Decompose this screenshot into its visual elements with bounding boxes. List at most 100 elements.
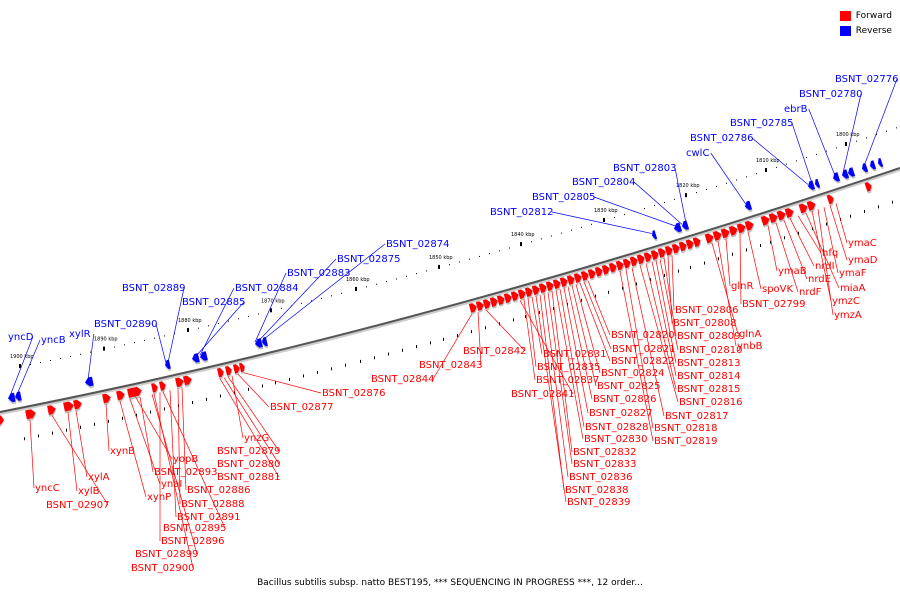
gene-body: [864, 182, 872, 192]
gene-label-ebrb: ebrB: [784, 104, 808, 115]
gene-body: [102, 393, 111, 404]
gene-label-ynai: ynaI: [161, 479, 182, 490]
gene-label-bsnt-02896: BSNT_02896: [161, 536, 224, 547]
forward-gene-arrow: [503, 293, 513, 305]
forward-gene-arrow: [776, 210, 787, 223]
gene-label-bsnt-02879: BSNT_02879: [217, 446, 280, 457]
lower-minor-mark: [718, 257, 719, 261]
leader-bsnt-02899: [151, 394, 198, 555]
forward-gene-arrow: [798, 203, 809, 216]
gene-label-bsnt-02841: BSNT_02841: [511, 389, 574, 400]
leader-xylr: [87, 333, 95, 381]
forward-gene-arrow: [826, 194, 835, 207]
forward-gene-arrow: [692, 237, 702, 249]
gene-label-bsnt-02875: BSNT_02875: [337, 254, 400, 265]
gene-label-hfq: hfq: [822, 248, 838, 259]
scale-minor-dot: [80, 353, 81, 355]
leader-bsnt-02891: [169, 390, 177, 518]
gene-label-nrdf: nrdF: [799, 287, 822, 298]
leader-ebrb: [808, 108, 836, 176]
leader-glnr: [725, 238, 731, 287]
lower-minor-mark: [485, 326, 486, 330]
scale-tick-mark: [19, 364, 21, 369]
gene-label-bsnt-02833: BSNT_02833: [573, 459, 636, 470]
leader-bsnt-02842: [485, 309, 526, 352]
forward-gene-arrow: [744, 220, 755, 233]
scale-minor-dot: [376, 283, 377, 285]
gene-label-ymac: ymaC: [848, 238, 877, 249]
scale-minor-dot: [581, 226, 582, 228]
leader-bsnt-02815: [645, 263, 677, 390]
gene-body: [538, 283, 547, 294]
lower-minor-mark: [513, 318, 514, 322]
gene-label-bsnt-02883: BSNT_02883: [287, 268, 350, 279]
leader-xylb: [67, 412, 78, 492]
scale-minor-dot: [459, 261, 460, 263]
leader-bsnt-02886: [181, 387, 187, 491]
leader-bsnt-02876: [243, 372, 322, 394]
gene-label-bsnt-02899: BSNT_02899: [135, 549, 198, 560]
scale-minor-dot: [70, 355, 71, 357]
forward-gene-arrow: [594, 267, 604, 279]
gene-label-ymad: ymaD: [848, 255, 878, 266]
forward-gene-arrow: [116, 390, 126, 403]
leader-bsnt-02895: [162, 391, 226, 529]
leader-bsnt-02885: [195, 301, 245, 357]
forward-gene-arrow: [720, 228, 731, 241]
leader-bsnt-02824: [575, 284, 601, 374]
scale-tick-label: 1900 kbp: [10, 354, 34, 360]
gene-body: [15, 391, 22, 401]
lower-minor-mark: [678, 269, 679, 273]
reverse-gene-arrow: [165, 359, 172, 372]
leader-bsnt-02813: [655, 260, 677, 364]
forward-gene-arrow: [47, 405, 57, 417]
reverse-gene-arrow: [878, 157, 884, 169]
scale-minor-dot: [776, 166, 777, 168]
reverse-gene-arrow: [674, 222, 683, 235]
forward-gene-arrow: [806, 200, 817, 213]
reverse-gene-arrow: [652, 230, 658, 242]
forward-gene-arrow: [524, 287, 534, 299]
legend-forward-label: Forward: [855, 10, 892, 21]
leader-bsnt-02816: [639, 265, 679, 403]
gene-body: [200, 351, 208, 361]
scale-tick-label: 1860 kbp: [346, 277, 370, 283]
scale-minor-dot: [134, 342, 135, 344]
gene-label-bsnt-02821: BSNT_02821: [612, 344, 675, 355]
gene-body: [682, 220, 690, 230]
gene-label-bsnt-02881: BSNT_02881: [217, 472, 280, 483]
reverse-gene-arrow: [833, 172, 841, 184]
gene-label-bsnt-02809: BSNT_02809: [677, 331, 740, 342]
scale-minor-dot: [426, 270, 427, 272]
lower-minor-mark: [622, 286, 623, 290]
leader-bsnt-02820: [587, 280, 611, 336]
scale-minor-dot: [696, 192, 697, 194]
leader-bsnt-02785: [791, 122, 813, 184]
gene-body: [643, 252, 652, 263]
gene-body: [652, 230, 658, 240]
gene-body: [580, 271, 589, 281]
gene-body: [25, 409, 36, 420]
scale-minor-dot: [509, 247, 510, 249]
lower-minor-mark: [66, 428, 67, 432]
forward-gene-arrow: [704, 233, 715, 246]
leader-bsnt-02844: [432, 313, 473, 380]
label-leader-lines: [9, 78, 898, 569]
gene-label-bsnt-02799: BSNT_02799: [742, 299, 805, 310]
gene-label-bsnt-02817: BSNT_02817: [665, 411, 728, 422]
scale-tick-mark: [520, 242, 522, 247]
scale-tick-mark: [187, 327, 189, 332]
leader-bsnt-02838: [539, 294, 565, 491]
gene-body: [587, 269, 596, 279]
leader-yncd: [9, 336, 34, 397]
reverse-gene-arrow: [745, 200, 753, 213]
gene-body: [503, 293, 512, 303]
gene-body: [47, 405, 56, 415]
scale-minor-dot: [896, 127, 897, 129]
gene-body: [175, 377, 184, 388]
forward-gene-arrow: [650, 250, 660, 262]
leader-bsnt-02819: [619, 271, 654, 442]
scale-minor-dot: [756, 173, 757, 175]
scale-minor-dot: [238, 318, 239, 320]
leader-bsnt-02780: [842, 93, 862, 174]
